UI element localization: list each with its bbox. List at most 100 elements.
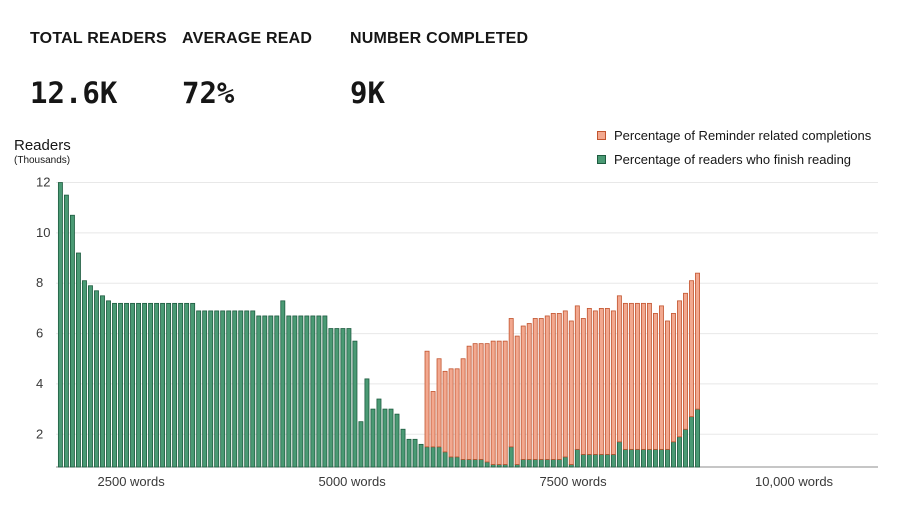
bar-finish [448, 456, 454, 468]
bar-finish [250, 310, 256, 468]
bar-finish [677, 436, 682, 468]
bar-finish [610, 454, 616, 468]
bar-reminder [454, 368, 460, 458]
bar-finish [352, 340, 358, 468]
bar-finish [550, 459, 556, 468]
bar-finish [196, 310, 202, 468]
bar-reminder [448, 368, 454, 458]
bar-reminder [508, 318, 514, 448]
bar-reminder [640, 302, 646, 450]
bar-reminder [628, 302, 634, 450]
bar-finish [659, 448, 664, 468]
bar-finish [695, 408, 700, 468]
bar-finish [244, 310, 250, 468]
bar-finish [232, 310, 238, 468]
bar-reminder [478, 343, 484, 460]
bar-finish [88, 285, 93, 468]
bar-finish [262, 315, 268, 468]
bar-finish [466, 459, 472, 468]
stat-number-completed: NUMBER COMPLETED 9K [350, 30, 528, 110]
bar-finish [370, 408, 376, 468]
bar-finish [671, 441, 676, 468]
bar-finish [310, 315, 316, 468]
bar-finish [556, 459, 562, 468]
bar-finish [562, 456, 568, 468]
x-tick-label: 7500 words [539, 474, 607, 489]
bar-finish [683, 428, 688, 468]
bar-reminder [622, 302, 628, 450]
bar-reminder [665, 320, 670, 450]
bar-reminder [646, 302, 652, 450]
bar-finish [526, 459, 532, 468]
bar-finish [298, 315, 304, 468]
bar-reminder [598, 307, 604, 455]
bar-finish [256, 315, 262, 468]
bar-finish [634, 448, 640, 468]
bar-finish [592, 454, 598, 468]
bar-finish [424, 446, 430, 468]
bar-reminder [671, 313, 676, 443]
bar-finish [63, 194, 69, 468]
bar-reminder [436, 358, 442, 448]
x-tick-label: 2500 words [98, 474, 166, 489]
bar-finish [406, 438, 412, 468]
bar-finish [274, 315, 280, 468]
bar-reminder [424, 350, 430, 448]
legend-label: Percentage of readers who finish reading [614, 151, 852, 167]
bar-finish [340, 328, 346, 468]
bar-reminder [677, 300, 682, 438]
bar-finish [586, 454, 592, 468]
legend-item-reminder[interactable]: Percentage of Reminder related completio… [597, 123, 871, 147]
bar-finish [616, 441, 622, 468]
bar-finish [646, 448, 652, 468]
bar-finish [148, 302, 154, 468]
legend-label: Percentage of Reminder related completio… [614, 127, 872, 143]
legend-swatch-reminder [597, 130, 606, 140]
bar-reminder [526, 323, 532, 460]
x-tick-label: 5000 words [318, 474, 386, 489]
bar-finish [538, 459, 544, 468]
bar-finish [544, 459, 550, 468]
bar-finish [69, 214, 75, 468]
stat-average-read: AVERAGE READ 72% [182, 30, 312, 110]
bar-reminder [695, 272, 700, 410]
bar-reminder [466, 345, 472, 460]
x-tick-label: 10,000 words [755, 474, 834, 489]
y-tick-label: 2 [36, 426, 43, 441]
bar-finish [622, 448, 628, 468]
bar-finish [202, 310, 208, 468]
bar-reminder [616, 295, 622, 443]
stat-total-readers: TOTAL READERS 12.6K [30, 30, 167, 110]
bar-reminder [580, 318, 586, 455]
bar-reminder [460, 358, 466, 460]
bar-finish [382, 408, 388, 468]
bar-finish [208, 310, 214, 468]
bar-finish [220, 310, 226, 468]
bar-finish [598, 454, 604, 468]
bar-finish [136, 302, 141, 468]
bar-finish [106, 300, 111, 468]
bar-finish [508, 446, 514, 468]
bar-reminder [520, 325, 526, 460]
legend-swatch-finish [597, 154, 606, 164]
bar-finish [160, 302, 166, 468]
bar-finish [280, 300, 286, 468]
bar-reminder [484, 343, 490, 463]
y-axis-unit: (Thousands) [14, 155, 71, 166]
bar-reminder [659, 305, 664, 450]
bar-finish [238, 310, 244, 468]
bar-finish [322, 315, 328, 468]
bar-finish [388, 408, 394, 468]
y-tick-label: 12 [36, 175, 50, 190]
bar-finish [130, 302, 135, 468]
bar-finish [412, 438, 418, 468]
bar-finish [574, 448, 580, 468]
bar-reminder [634, 302, 640, 450]
legend-item-finish[interactable]: Percentage of readers who finish reading [597, 147, 871, 171]
bar-finish [454, 456, 460, 468]
bar-reminder [544, 315, 550, 460]
bar-finish [142, 302, 148, 468]
bar-finish [364, 378, 370, 468]
